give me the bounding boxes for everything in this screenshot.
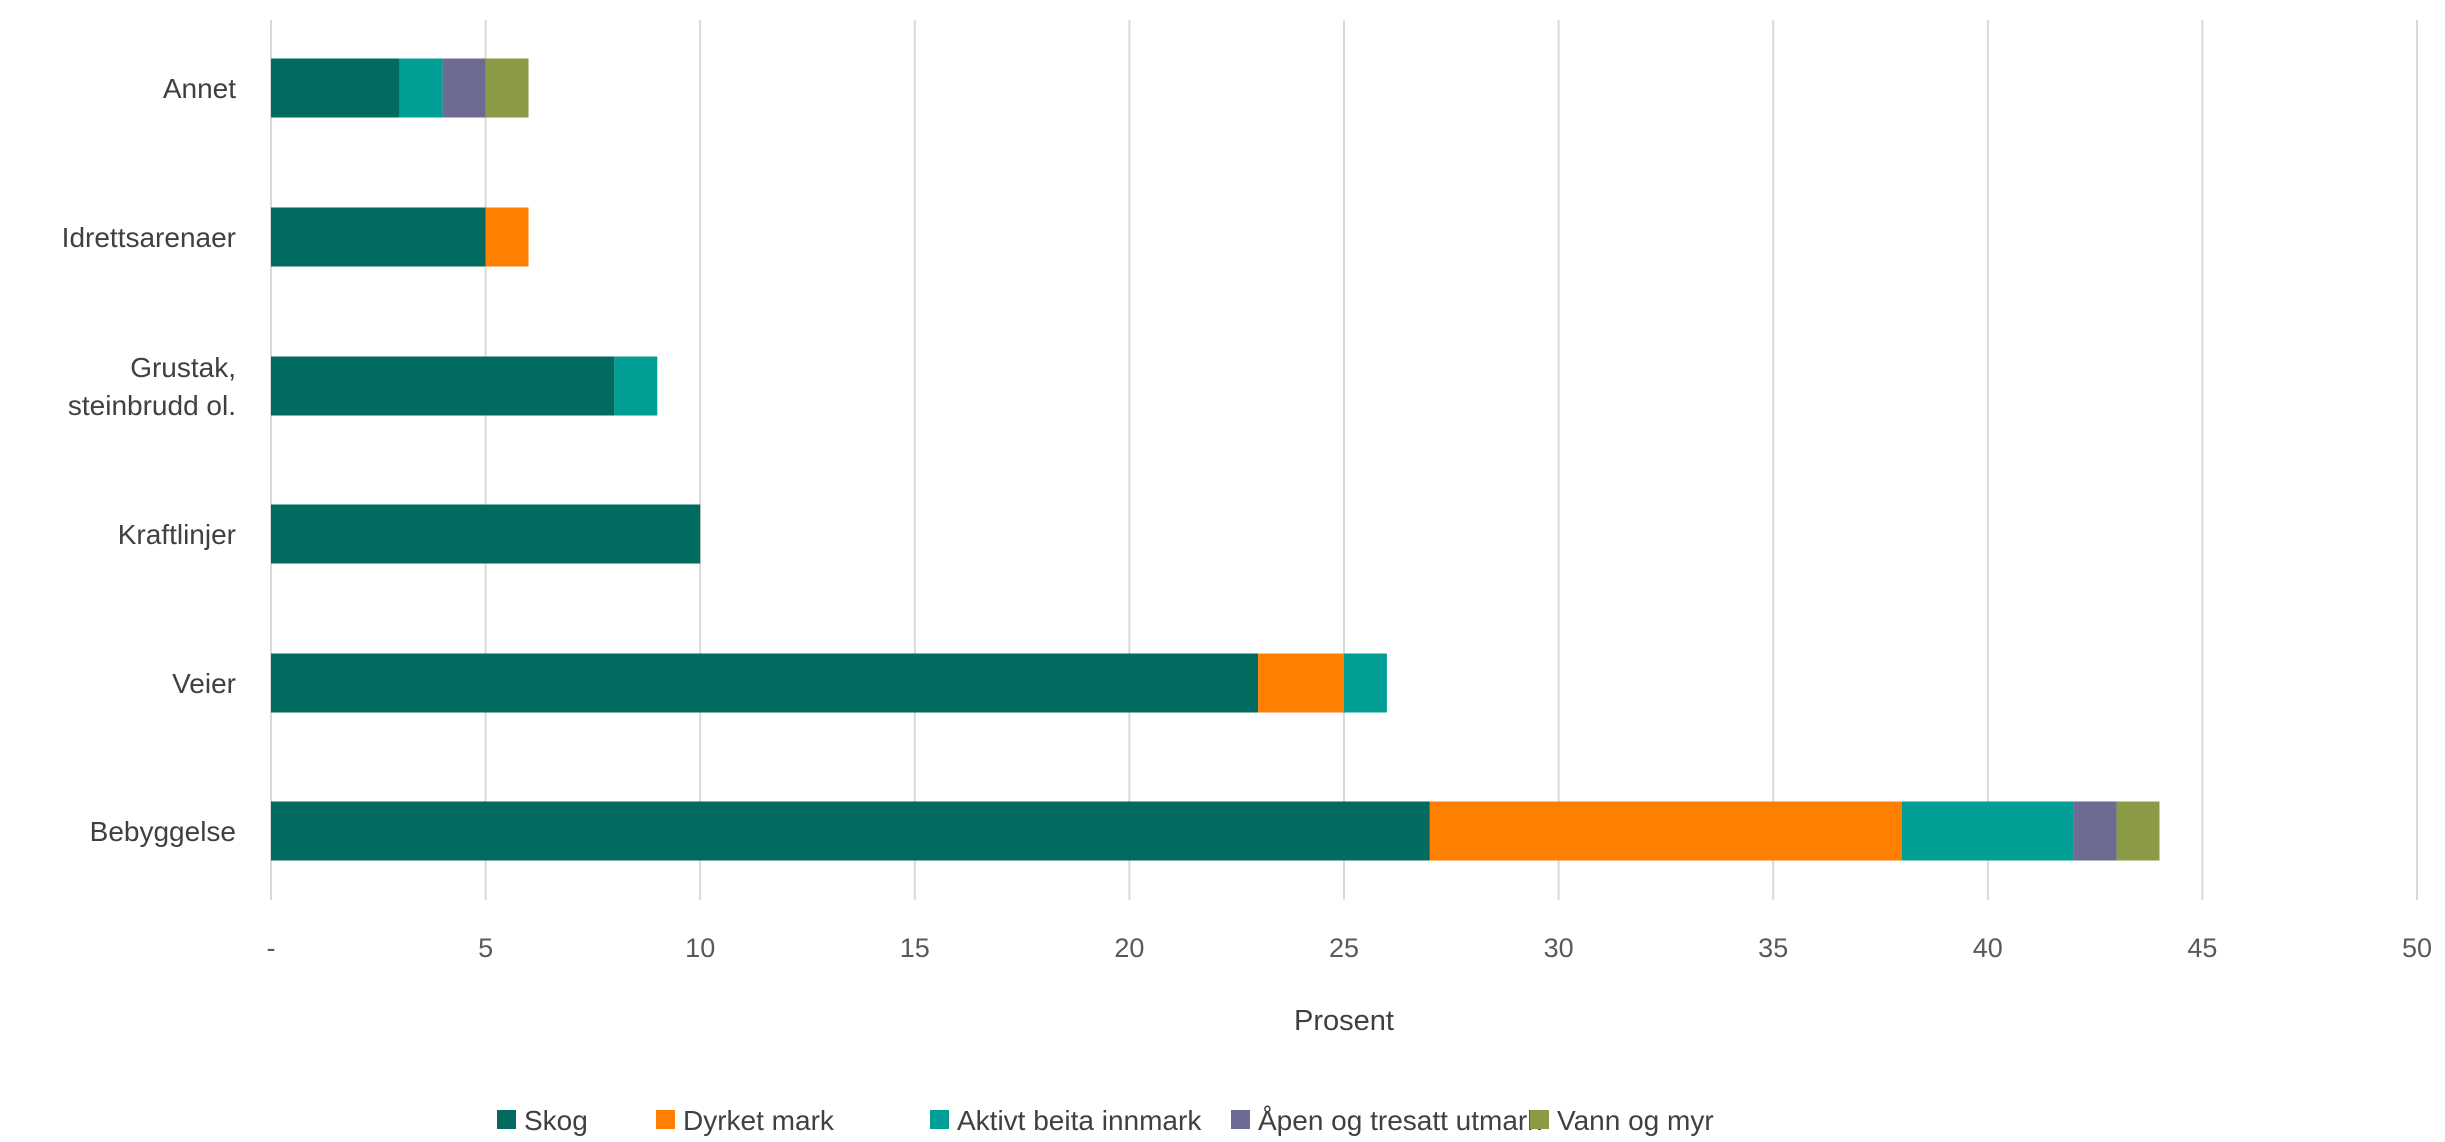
bar-segment [271, 207, 486, 267]
legend-label: Aktivt beita innmark [957, 1105, 1202, 1136]
bar-segment [2073, 801, 2117, 861]
bar-segment [1901, 801, 2074, 861]
bar-segment [399, 58, 443, 118]
bar-segment [485, 58, 529, 118]
bar-segment [271, 801, 1430, 861]
category-label: Annet [163, 73, 236, 104]
bar-segment [1344, 653, 1387, 713]
category-label: Kraftlinjer [118, 519, 236, 550]
x-tick-label: 35 [1758, 933, 1788, 963]
bar-segment [614, 356, 658, 416]
legend-label: Åpen og tresatt utmark [1258, 1105, 1542, 1136]
x-tick-label: 30 [1544, 933, 1574, 963]
x-tick-label: 25 [1329, 933, 1359, 963]
x-tick-label: 5 [478, 933, 493, 963]
x-tick-label: 40 [1973, 933, 2003, 963]
category-label: Idrettsarenaer [62, 222, 236, 253]
bar-segment [271, 58, 400, 118]
category-label: Grustak, [130, 352, 236, 383]
legend-swatch [1231, 1110, 1250, 1129]
legend-item: Aktivt beita innmark [930, 1105, 1202, 1136]
x-axis-ticks: - 5 10 15 20 25 30 35 40 45 50 [267, 933, 2433, 963]
bar-segment [485, 207, 529, 267]
legend-label: Dyrket mark [683, 1105, 835, 1136]
x-tick-label: 50 [2402, 933, 2432, 963]
bar-segment [442, 58, 486, 118]
bar-segment [1429, 801, 1902, 861]
bar-segment [271, 504, 701, 564]
bar-segment [1258, 653, 1344, 713]
bar-segment [271, 653, 1259, 713]
x-tick-label: - [267, 933, 276, 963]
legend-label: Skog [524, 1105, 588, 1136]
category-label: steinbrudd ol. [68, 390, 236, 421]
legend-swatch [930, 1110, 949, 1129]
legend: Skog Dyrket mark Aktivt beita innmark Åpen … [497, 1105, 1714, 1136]
legend-item: Åpen og tresatt utmark [1231, 1105, 1542, 1136]
x-tick-label: 15 [900, 933, 930, 963]
legend-label: Vann og myr [1557, 1105, 1714, 1136]
x-tick-label: 10 [685, 933, 715, 963]
x-tick-label: 20 [1114, 933, 1144, 963]
bar-segment [2116, 801, 2160, 861]
legend-swatch [1530, 1110, 1549, 1129]
category-label: Veier [172, 668, 236, 699]
legend-swatch [656, 1110, 675, 1129]
y-axis-categories: Annet Idrettsarenaer Grustak, steinbrudd ol… [62, 73, 237, 847]
legend-item: Dyrket mark [656, 1105, 835, 1136]
category-label: Bebyggelse [90, 816, 236, 847]
x-axis-title: Prosent [1294, 1005, 1394, 1037]
legend-swatch [497, 1110, 516, 1129]
bar-segment [271, 356, 615, 416]
x-tick-label: 45 [2187, 933, 2217, 963]
legend-item: Vann og myr [1530, 1105, 1714, 1136]
bars [271, 58, 2160, 861]
gridlines [270, 20, 2418, 900]
legend-item: Skog [497, 1105, 588, 1136]
